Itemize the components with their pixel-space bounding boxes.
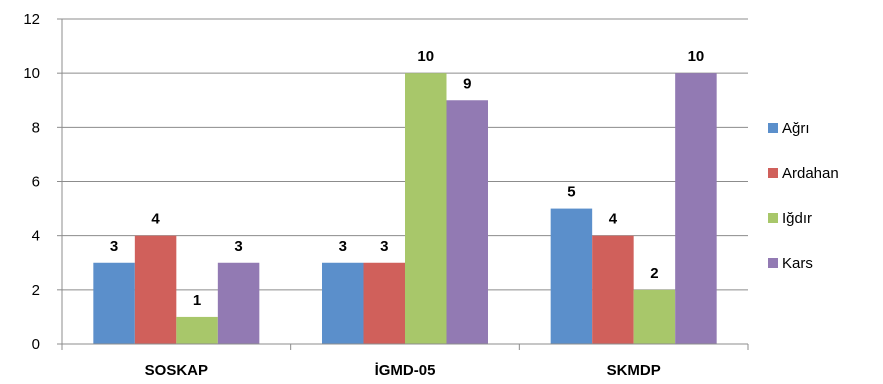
legend-label: Ardahan <box>782 165 839 182</box>
data-label: 5 <box>567 184 575 201</box>
bar <box>550 208 593 344</box>
data-label: 10 <box>688 48 705 65</box>
bar <box>93 262 135 344</box>
data-label: 3 <box>234 238 242 255</box>
data-label: 3 <box>339 238 347 255</box>
bar <box>217 262 260 344</box>
data-label: 4 <box>151 211 160 228</box>
bar <box>363 262 405 344</box>
data-label: 3 <box>380 238 388 255</box>
legend-label: Kars <box>782 255 813 272</box>
y-tick-label: 0 <box>32 336 40 353</box>
y-axis: 0 2 4 6 8 10 12 <box>23 11 63 353</box>
legend-swatch <box>768 123 778 133</box>
y-tick-label: 6 <box>32 174 40 191</box>
data-label: 1 <box>193 292 201 309</box>
bar <box>446 100 488 344</box>
bar <box>592 235 634 344</box>
x-axis: SOSKAP İGMD-05 SKMDP <box>61 343 749 379</box>
legend-swatch <box>768 258 778 268</box>
y-tick-label: 4 <box>32 228 40 245</box>
bar <box>633 289 676 344</box>
data-label: 4 <box>609 211 618 228</box>
x-category-label: SOSKAP <box>145 362 208 379</box>
data-label: 3 <box>110 238 118 255</box>
y-tick-label: 12 <box>23 11 40 28</box>
legend-label: Iğdır <box>782 210 812 227</box>
y-tick-label: 10 <box>23 65 40 82</box>
legend-swatch <box>768 168 778 178</box>
legend-swatch <box>768 213 778 223</box>
legend: Ağrı Ardahan Iğdır Kars <box>768 120 839 272</box>
x-category-label: İGMD-05 <box>375 362 436 379</box>
bar <box>134 235 177 344</box>
data-label: 10 <box>417 48 434 65</box>
y-tick-label: 8 <box>32 119 40 136</box>
data-label: 2 <box>650 265 658 282</box>
bar <box>322 262 364 344</box>
bar <box>405 73 447 345</box>
bar <box>176 316 218 344</box>
y-tick-label: 2 <box>32 282 40 299</box>
data-labels: 3 4 1 3 3 3 10 9 5 4 2 10 <box>110 48 704 309</box>
bars <box>93 73 717 345</box>
legend-label: Ağrı <box>782 120 810 137</box>
bar <box>675 73 717 345</box>
data-label: 9 <box>463 75 471 92</box>
x-category-label: SKMDP <box>607 362 661 379</box>
